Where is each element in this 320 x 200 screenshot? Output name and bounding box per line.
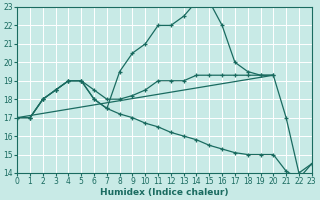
X-axis label: Humidex (Indice chaleur): Humidex (Indice chaleur)	[100, 188, 229, 197]
